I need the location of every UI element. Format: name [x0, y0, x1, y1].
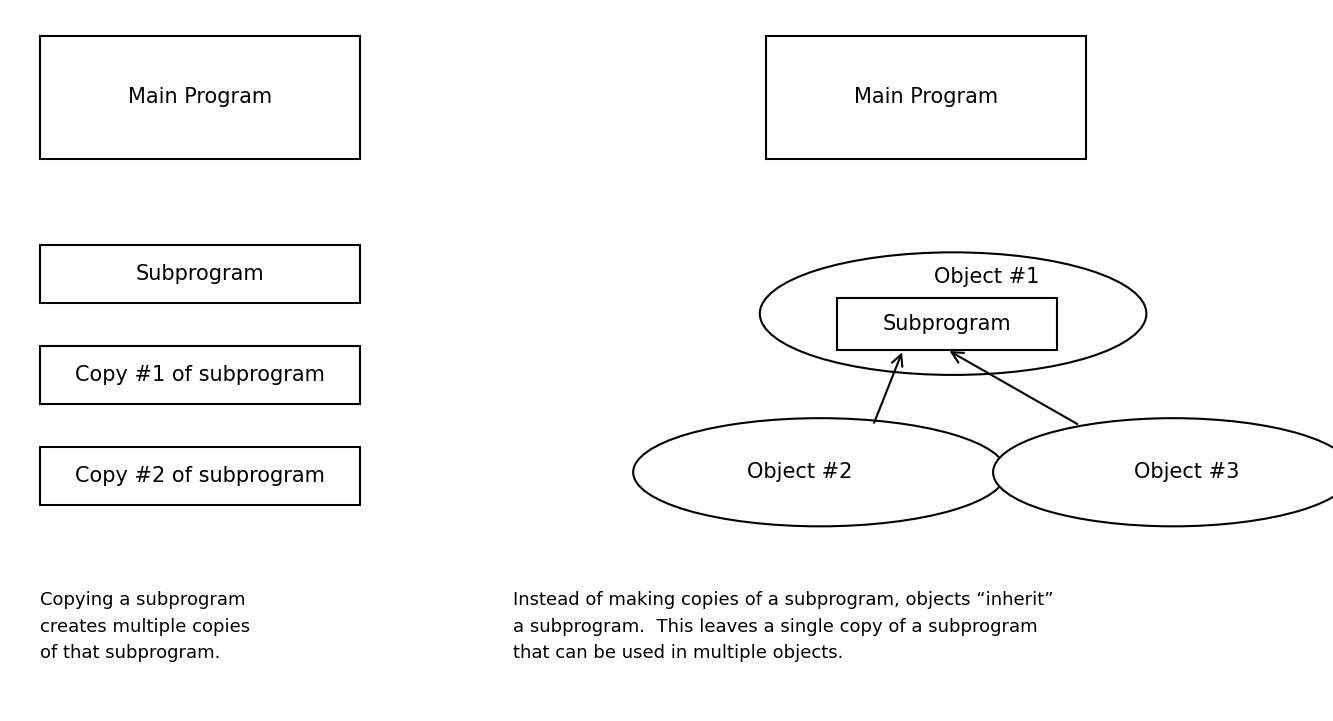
Text: Instead of making copies of a subprogram, objects “inherit”
a subprogram.  This : Instead of making copies of a subprogram…	[513, 591, 1054, 662]
Ellipse shape	[633, 418, 1006, 526]
Text: Object #2: Object #2	[746, 462, 853, 482]
Text: Copy #1 of subprogram: Copy #1 of subprogram	[75, 365, 325, 385]
Text: Subprogram: Subprogram	[882, 314, 1012, 334]
FancyBboxPatch shape	[40, 346, 360, 404]
Text: Object #1: Object #1	[933, 267, 1040, 287]
Text: Subprogram: Subprogram	[136, 264, 264, 284]
FancyBboxPatch shape	[766, 36, 1086, 159]
FancyBboxPatch shape	[40, 447, 360, 505]
Text: Copying a subprogram
creates multiple copies
of that subprogram.: Copying a subprogram creates multiple co…	[40, 591, 251, 662]
FancyBboxPatch shape	[40, 36, 360, 159]
Text: Main Program: Main Program	[854, 87, 998, 107]
Text: Main Program: Main Program	[128, 87, 272, 107]
Text: Copy #2 of subprogram: Copy #2 of subprogram	[75, 466, 325, 486]
Text: Object #3: Object #3	[1133, 462, 1240, 482]
Ellipse shape	[760, 252, 1146, 375]
FancyBboxPatch shape	[837, 298, 1057, 350]
FancyBboxPatch shape	[40, 245, 360, 303]
Ellipse shape	[993, 418, 1333, 526]
